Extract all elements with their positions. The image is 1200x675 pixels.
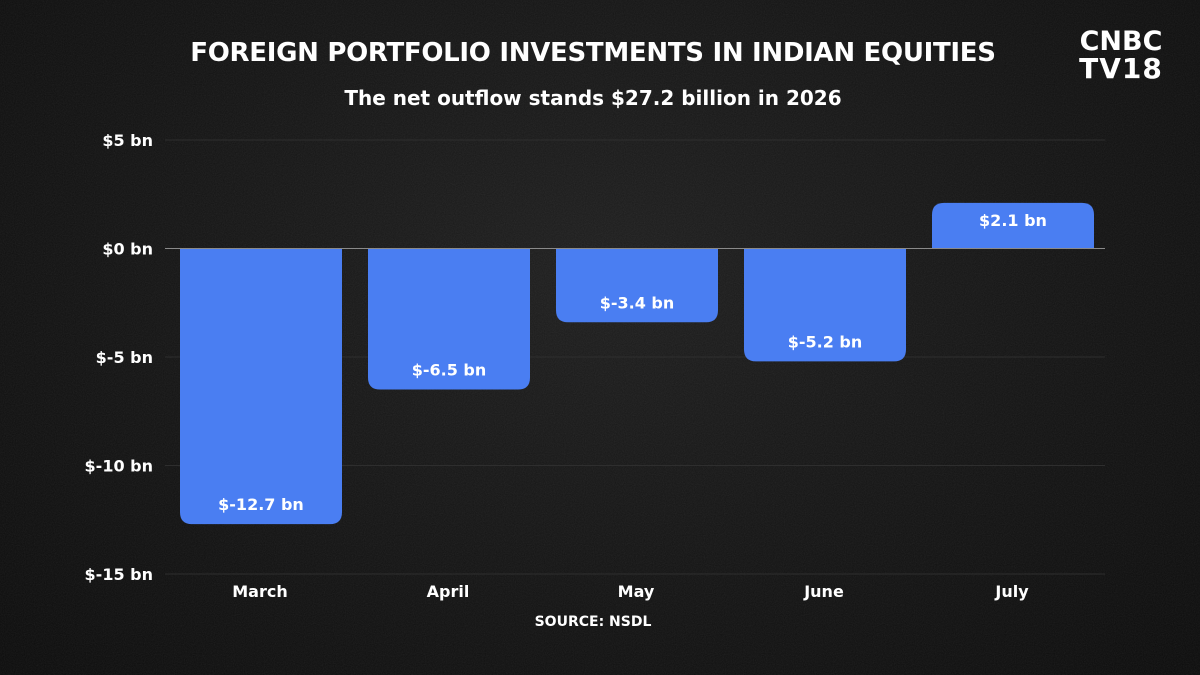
bar-march [180,248,342,525]
logo-line-1: CNBC [1079,26,1163,57]
x-tick-label: May [618,582,655,601]
bar-april [368,248,530,390]
logo-line-2: TV18 [1079,52,1163,85]
x-tick-label: June [803,582,844,601]
bar-july [932,202,1094,249]
y-tick-label: $5 bn [102,131,153,150]
data-label: $-6.5 bn [412,361,487,380]
data-label: $-5.2 bn [788,332,863,351]
x-tick-label: April [427,582,470,601]
y-tick-label: $0 bn [102,240,153,259]
chart-title: FOREIGN PORTFOLIO INVESTMENTS IN INDIAN … [190,38,996,68]
y-tick-label: $-15 bn [85,565,153,584]
source-note: SOURCE: NSDL [534,614,652,630]
x-tick-label: March [232,582,287,601]
y-tick-label: $-10 bn [85,457,153,476]
cnbc-tv18-logo: CNBC TV18 [1076,26,1166,85]
data-label: $-12.7 bn [218,495,304,514]
x-tick-label: July [994,582,1029,601]
chart-subtitle: The net outflow stands $27.2 billion in … [344,86,842,110]
bar-june [744,248,906,362]
data-label: $2.1 bn [979,211,1047,230]
data-label: $-3.4 bn [600,293,675,312]
y-tick-label: $-5 bn [96,348,153,367]
bar-may [556,248,718,323]
